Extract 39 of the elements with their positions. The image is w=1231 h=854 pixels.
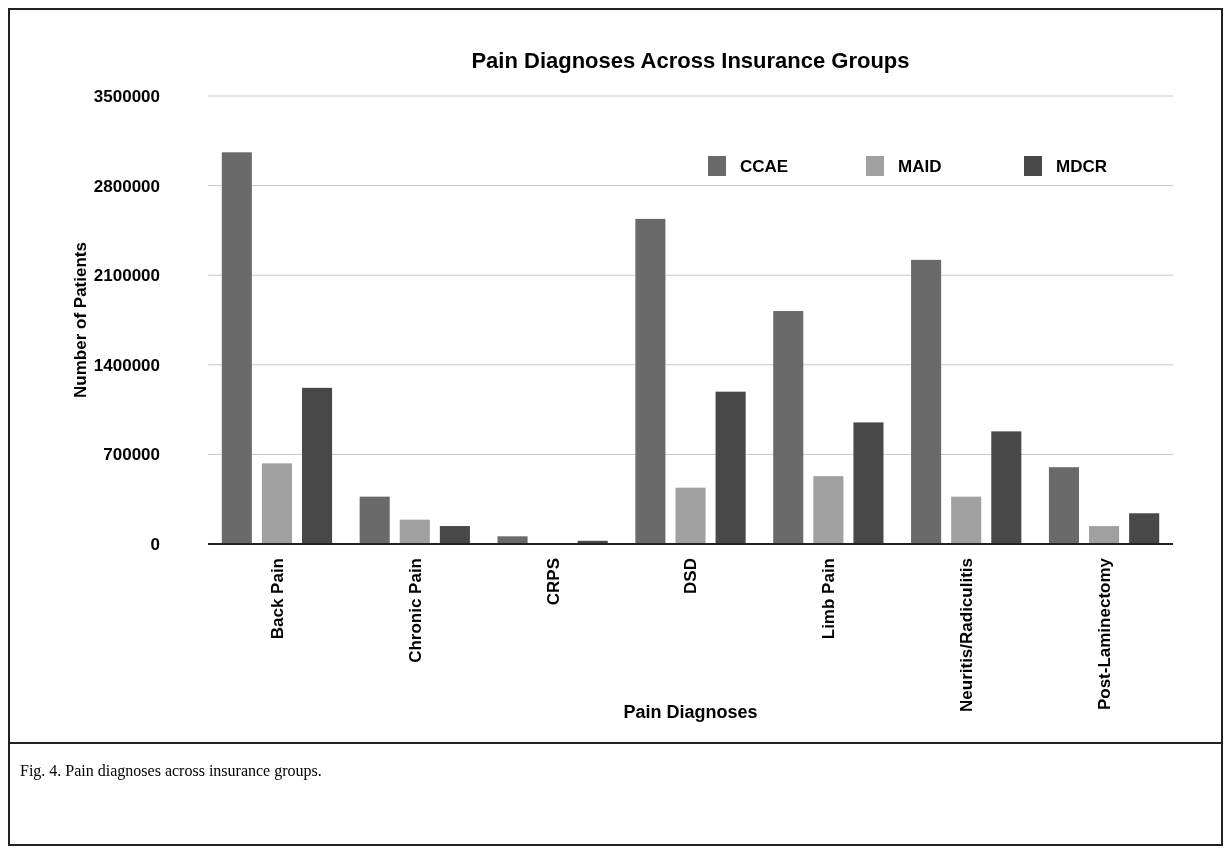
chart-title: Pain Diagnoses Across Insurance Groups [471, 48, 910, 73]
x-tick-label: Chronic Pain [405, 558, 425, 663]
bar [497, 536, 528, 544]
y-tick-label: 3500000 [93, 86, 160, 106]
y-axis-title: Number of Patients [71, 242, 90, 398]
bar [221, 152, 252, 544]
x-tick-label: Limb Pain [819, 558, 839, 640]
bar [1129, 513, 1160, 544]
x-tick-label: CRPS [543, 558, 563, 606]
y-tick-label: 2800000 [93, 176, 160, 196]
bar [853, 422, 884, 544]
bar [813, 476, 844, 544]
bar [439, 526, 470, 544]
bar [261, 463, 292, 544]
x-axis-title: Pain Diagnoses [623, 702, 758, 722]
bar [1089, 526, 1120, 544]
y-tick-label: 0 [150, 534, 160, 554]
bar [773, 311, 804, 544]
bar [991, 431, 1022, 544]
bar [359, 496, 390, 544]
y-tick-label: 2100000 [93, 266, 160, 286]
bar [675, 487, 706, 544]
bar [911, 259, 942, 544]
bar [951, 496, 982, 544]
bar [715, 391, 746, 544]
y-tick-label: 700000 [103, 445, 160, 465]
x-tick-label: Post-Laminectomy [1095, 557, 1115, 711]
legend-label: CCAE [740, 156, 789, 176]
caption: Fig. 4. Pain diagnoses across insurance groups. [20, 762, 322, 780]
bar [399, 519, 430, 544]
bar [1048, 467, 1080, 544]
legend-label: MDCR [1056, 156, 1107, 176]
legend-label: MAID [898, 156, 942, 176]
bar [301, 387, 333, 544]
y-tick-label: 1400000 [93, 355, 160, 375]
x-tick-label: Back Pain [267, 558, 287, 640]
x-tick-label: DSD [681, 558, 701, 594]
bar [635, 218, 666, 544]
x-tick-label: Neuritis/Radiculitis [957, 558, 977, 712]
